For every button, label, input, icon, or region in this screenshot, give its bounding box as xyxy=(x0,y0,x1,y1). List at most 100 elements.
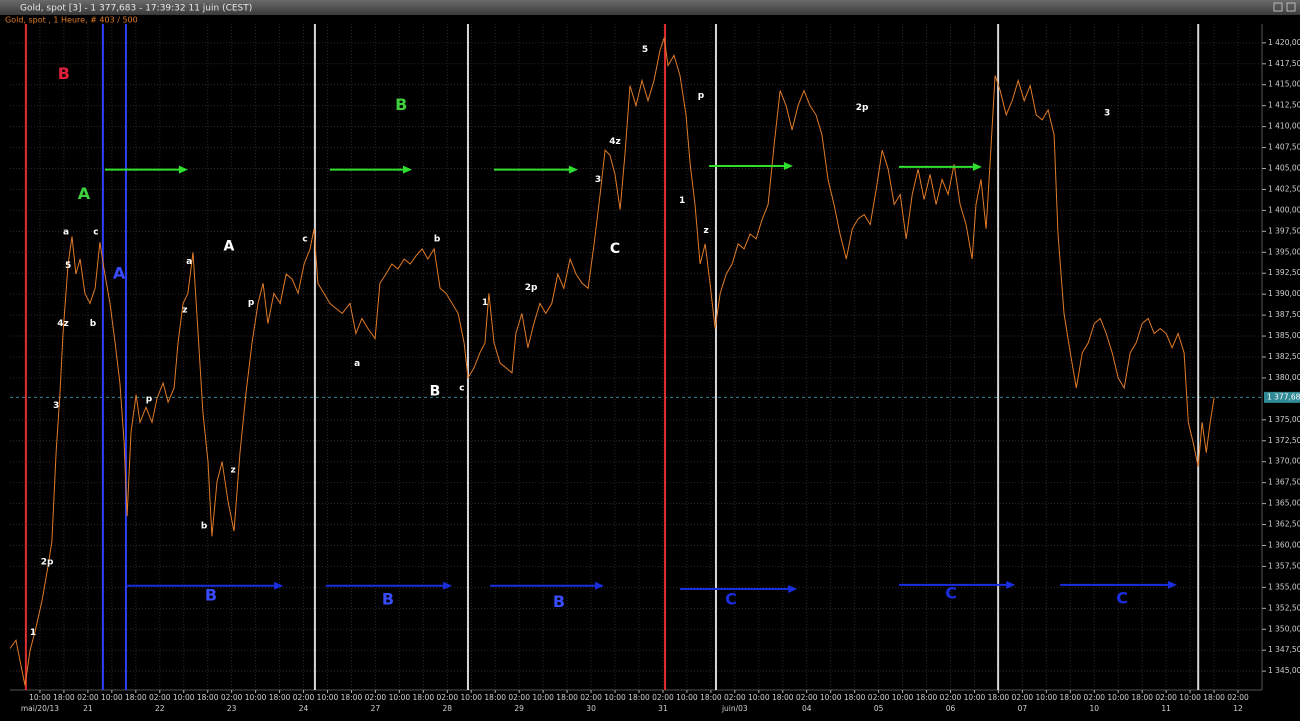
wave-label: B xyxy=(205,585,217,604)
x-tick-label: 10:00 xyxy=(245,693,267,702)
x-date-label: 22 xyxy=(155,704,165,713)
x-tick-label: 02:00 xyxy=(365,693,387,702)
x-tick-label: 02:00 xyxy=(293,693,315,702)
x-tick-label: 18:00 xyxy=(844,693,866,702)
wave-label: z xyxy=(182,306,187,316)
x-date-label: 12 xyxy=(1233,704,1243,713)
window-button[interactable] xyxy=(1273,2,1283,12)
wave-label: b xyxy=(201,522,208,532)
x-tick-label: 02:00 xyxy=(1155,693,1177,702)
arrow-head xyxy=(594,581,604,590)
x-tick-label: 02:00 xyxy=(149,693,171,702)
x-tick-label: 18:00 xyxy=(484,693,506,702)
title-bar xyxy=(0,0,1300,15)
wave-label: a xyxy=(63,228,69,238)
y-tick-label: 1 360,00 xyxy=(1268,540,1300,549)
y-tick-label: 1 407,50 xyxy=(1268,143,1300,152)
y-tick-label: 1 410,00 xyxy=(1268,122,1300,131)
x-tick-label: 02:00 xyxy=(77,693,99,702)
x-date-label: 21 xyxy=(83,704,93,713)
x-tick-label: 18:00 xyxy=(197,693,219,702)
y-tick-label: 1 350,00 xyxy=(1268,624,1300,633)
x-tick-label: 10:00 xyxy=(1036,693,1058,702)
x-tick-label: 18:00 xyxy=(125,693,147,702)
wave-label: c xyxy=(302,234,307,244)
arrow-head xyxy=(1006,580,1016,589)
wave-label: B xyxy=(430,383,441,399)
wave-label: C xyxy=(1116,589,1128,608)
x-tick-label: 10:00 xyxy=(604,693,626,702)
x-tick-label: 02:00 xyxy=(940,693,962,702)
wave-label: 3 xyxy=(595,175,601,185)
x-tick-label: 02:00 xyxy=(221,693,243,702)
x-tick-label: 10:00 xyxy=(29,693,51,702)
y-tick-label: 1 347,50 xyxy=(1268,645,1300,654)
y-tick-label: 1 370,00 xyxy=(1268,457,1300,466)
wave-label: b xyxy=(90,319,97,329)
wave-label: z xyxy=(231,466,236,476)
wave-label: C xyxy=(610,241,620,257)
arrow-head xyxy=(402,165,412,174)
x-tick-label: 02:00 xyxy=(1083,693,1105,702)
wave-label: C xyxy=(945,584,957,603)
x-tick-label: 18:00 xyxy=(341,693,363,702)
x-tick-label: 10:00 xyxy=(460,693,482,702)
last-price-label: 1 377,68 xyxy=(1267,392,1300,401)
wave-label: 4z xyxy=(57,319,69,329)
x-tick-label: 02:00 xyxy=(436,693,458,702)
y-tick-label: 1 375,00 xyxy=(1268,415,1300,424)
x-tick-label: 18:00 xyxy=(413,693,435,702)
wave-label: 1 xyxy=(679,196,685,206)
x-tick-label: 10:00 xyxy=(1179,693,1201,702)
x-tick-label: 18:00 xyxy=(772,693,794,702)
wave-label: 4z xyxy=(609,137,621,147)
wave-label: A xyxy=(78,184,91,203)
y-tick-label: 1 362,50 xyxy=(1268,520,1300,529)
x-tick-label: 10:00 xyxy=(389,693,411,702)
x-tick-label: 18:00 xyxy=(700,693,722,702)
y-tick-label: 1 397,50 xyxy=(1268,226,1300,235)
x-date-label: 24 xyxy=(299,704,309,713)
y-tick-label: 1 352,50 xyxy=(1268,603,1300,612)
wave-label: B xyxy=(553,592,565,611)
wave-label: B xyxy=(382,589,394,608)
x-tick-label: 18:00 xyxy=(269,693,291,702)
y-tick-label: 1 345,00 xyxy=(1268,666,1300,675)
x-tick-label: 02:00 xyxy=(652,693,674,702)
x-date-label: mai/20/13 xyxy=(21,704,59,713)
y-tick-label: 1 372,50 xyxy=(1268,436,1300,445)
wave-label: A xyxy=(113,264,126,283)
x-date-label: 23 xyxy=(227,704,237,713)
y-tick-label: 1 412,50 xyxy=(1268,101,1300,110)
y-tick-label: 1 367,50 xyxy=(1268,478,1300,487)
wave-label: C xyxy=(725,589,737,608)
wave-label: c xyxy=(93,228,98,238)
x-tick-label: 02:00 xyxy=(796,693,818,702)
chart-title: Gold, spot [3] - 1 377,683 - 17:39:32 11… xyxy=(20,4,252,14)
wave-label: A xyxy=(224,238,235,254)
window-button[interactable] xyxy=(1286,2,1296,12)
x-tick-label: 02:00 xyxy=(1012,693,1034,702)
x-tick-label: 10:00 xyxy=(532,693,554,702)
wave-label: z xyxy=(703,226,708,236)
wave-label: 2p xyxy=(41,558,54,568)
x-date-label: 10 xyxy=(1089,704,1099,713)
x-tick-label: 18:00 xyxy=(1203,693,1225,702)
y-tick-label: 1 415,00 xyxy=(1268,80,1300,89)
wave-label: 1 xyxy=(482,298,488,308)
x-date-label: 27 xyxy=(371,704,381,713)
arrow-head xyxy=(443,581,453,590)
y-tick-label: 1 420,00 xyxy=(1268,38,1300,47)
wave-label: p xyxy=(698,91,705,101)
wave-label: p xyxy=(146,394,153,404)
x-tick-label: 10:00 xyxy=(748,693,770,702)
chart-subtitle: Gold, spot , 1 Heure, # 403 / 500 xyxy=(5,16,138,25)
x-tick-label: 18:00 xyxy=(556,693,578,702)
x-tick-label: 10:00 xyxy=(173,693,195,702)
x-date-label: 11 xyxy=(1161,704,1171,713)
x-tick-label: 18:00 xyxy=(53,693,75,702)
x-tick-label: 18:00 xyxy=(988,693,1010,702)
arrow-head xyxy=(972,162,982,171)
